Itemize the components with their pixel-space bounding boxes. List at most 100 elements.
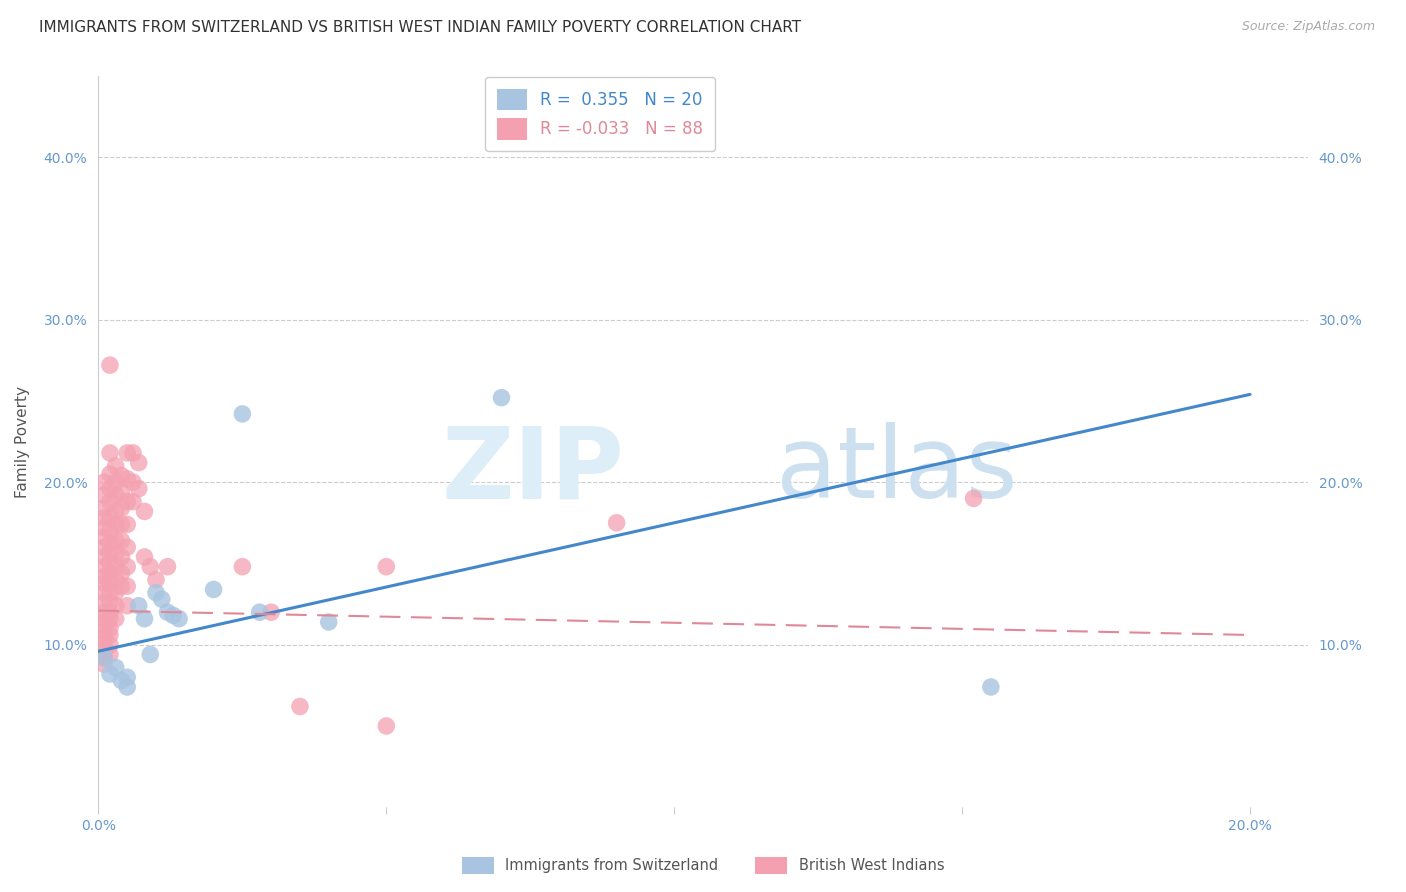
Point: [162, 608, 184, 623]
Point: [104, 612, 127, 626]
Point: [93, 475, 115, 490]
Point: [93, 644, 115, 658]
Point: [288, 699, 311, 714]
Point: [98, 537, 121, 551]
Point: [606, 516, 628, 530]
Point: [93, 488, 115, 502]
Point: [110, 549, 132, 564]
Point: [93, 569, 115, 583]
Point: [98, 667, 121, 681]
Point: [93, 624, 115, 639]
Point: [93, 549, 115, 564]
Point: [93, 511, 115, 525]
Point: [167, 612, 190, 626]
Point: [110, 484, 132, 499]
Point: [98, 638, 121, 652]
Point: [128, 482, 150, 496]
Point: [98, 585, 121, 599]
Point: [93, 618, 115, 632]
Point: [93, 501, 115, 516]
Y-axis label: Family Poverty: Family Poverty: [14, 385, 30, 498]
Point: [115, 472, 138, 486]
Point: [104, 488, 127, 502]
Point: [104, 533, 127, 548]
Point: [93, 638, 115, 652]
Point: [110, 673, 132, 688]
Point: [260, 605, 283, 619]
Point: [104, 458, 127, 473]
Point: [93, 650, 115, 665]
Point: [115, 670, 138, 684]
Point: [104, 559, 127, 574]
Point: [962, 491, 984, 506]
Point: [375, 559, 398, 574]
Point: [98, 612, 121, 626]
Point: [156, 559, 179, 574]
Point: [93, 595, 115, 609]
Point: [98, 622, 121, 636]
Point: [104, 547, 127, 561]
Point: [98, 446, 121, 460]
Point: [93, 650, 115, 665]
Point: [98, 482, 121, 496]
Point: [145, 573, 167, 587]
Point: [104, 660, 127, 674]
Point: [98, 547, 121, 561]
Point: [128, 599, 150, 613]
Point: [231, 559, 253, 574]
Point: [110, 566, 132, 581]
Point: [110, 517, 132, 532]
Point: [375, 719, 398, 733]
Point: [128, 456, 150, 470]
Point: [98, 358, 121, 372]
Text: atlas: atlas: [776, 422, 1017, 519]
Point: [93, 559, 115, 574]
Point: [139, 648, 162, 662]
Legend: Immigrants from Switzerland, British West Indians: Immigrants from Switzerland, British Wes…: [456, 851, 950, 880]
Point: [104, 573, 127, 587]
Point: [115, 680, 138, 694]
Point: [98, 511, 121, 525]
Point: [104, 599, 127, 613]
Point: [115, 540, 138, 554]
Point: [98, 628, 121, 642]
Point: [110, 501, 132, 516]
Point: [93, 531, 115, 545]
Text: ZIP: ZIP: [441, 422, 624, 519]
Point: [98, 557, 121, 571]
Point: [249, 605, 271, 619]
Point: [104, 585, 127, 599]
Point: [122, 494, 145, 508]
Point: [231, 407, 253, 421]
Point: [98, 605, 121, 619]
Point: [491, 391, 513, 405]
Point: [115, 517, 138, 532]
Point: [115, 559, 138, 574]
Point: [93, 521, 115, 535]
Point: [980, 680, 1002, 694]
Point: [110, 579, 132, 593]
Point: [98, 576, 121, 591]
Point: [122, 446, 145, 460]
Point: [104, 475, 127, 490]
Point: [93, 585, 115, 599]
Point: [115, 494, 138, 508]
Legend: R =  0.355   N = 20, R = -0.033   N = 88: R = 0.355 N = 20, R = -0.033 N = 88: [485, 77, 716, 152]
Point: [104, 504, 127, 518]
Point: [110, 533, 132, 548]
Point: [145, 585, 167, 599]
Point: [98, 648, 121, 662]
Point: [202, 582, 225, 597]
Point: [93, 540, 115, 554]
Text: Source: ZipAtlas.com: Source: ZipAtlas.com: [1241, 20, 1375, 33]
Point: [139, 559, 162, 574]
Point: [156, 605, 179, 619]
Point: [98, 595, 121, 609]
Point: [93, 657, 115, 672]
Point: [93, 576, 115, 591]
Point: [98, 566, 121, 581]
Point: [115, 579, 138, 593]
Point: [110, 468, 132, 483]
Point: [93, 631, 115, 645]
Point: [134, 612, 156, 626]
